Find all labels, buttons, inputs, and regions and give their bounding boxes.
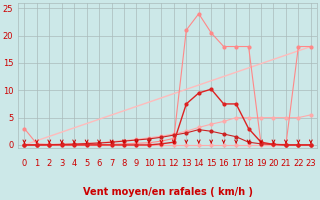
X-axis label: Vent moyen/en rafales ( km/h ): Vent moyen/en rafales ( km/h ) (83, 187, 252, 197)
